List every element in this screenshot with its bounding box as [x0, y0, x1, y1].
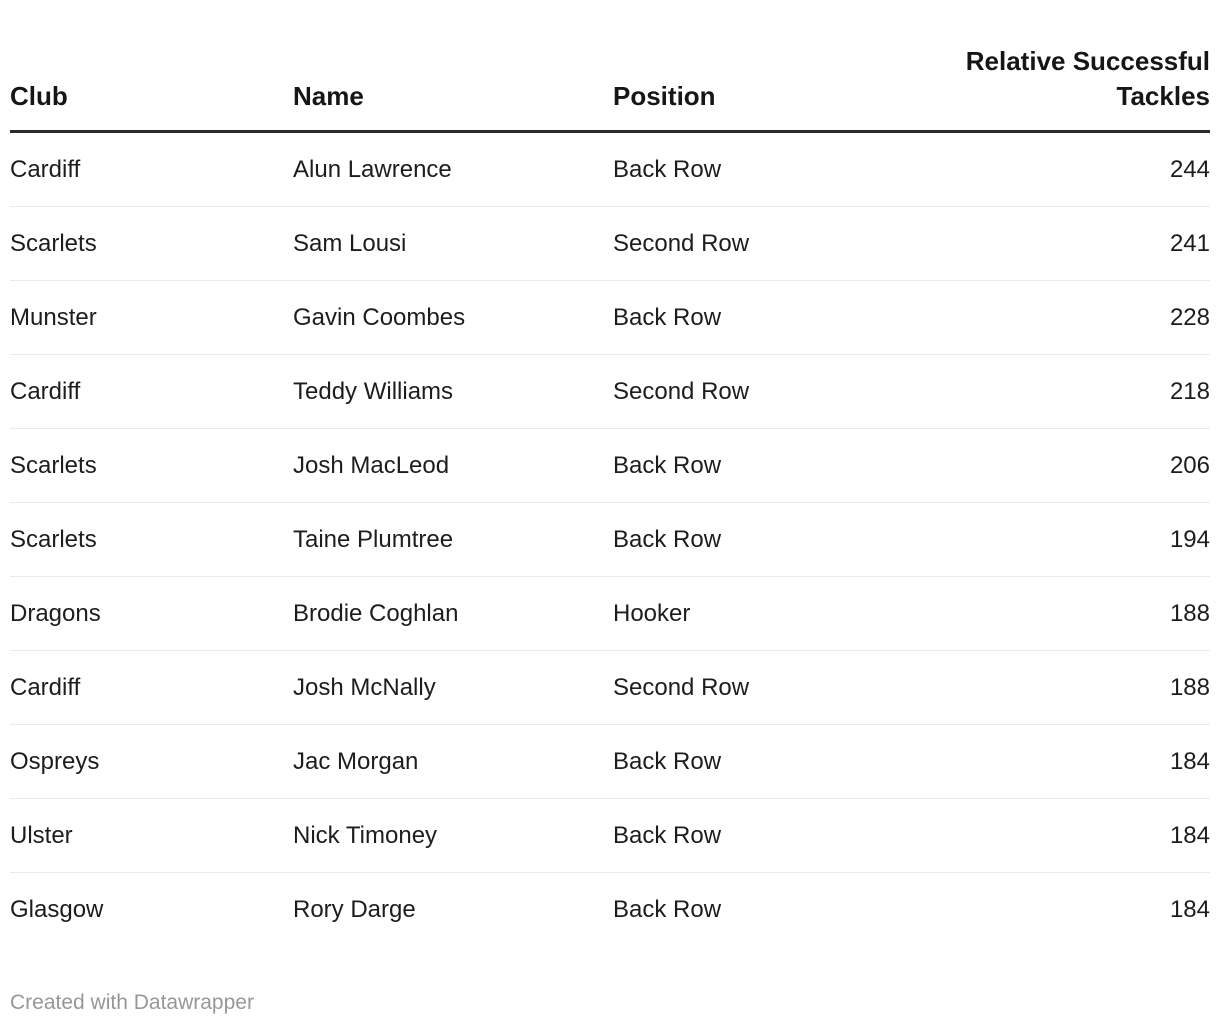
- cell-tackles: 218: [943, 354, 1210, 429]
- table-header: Club Name Position Relative Successful T…: [10, 44, 1210, 134]
- table-body: Cardiff Alun Lawrence Back Row 244 Scarlets S…: [10, 132, 1210, 947]
- column-header-name: Name: [293, 44, 613, 134]
- cell-tackles: 188: [943, 650, 1210, 725]
- cell-club: Scarlets: [10, 206, 293, 281]
- cell-tackles: 184: [943, 724, 1210, 799]
- table-row: Ospreys Jac Morgan Back Row 184: [10, 724, 1210, 799]
- table-row: Dragons Brodie Coghlan Hooker 188: [10, 576, 1210, 651]
- cell-club: Munster: [10, 280, 293, 355]
- cell-club: Glasgow: [10, 872, 293, 947]
- column-header-tackles: Relative Successful Tackles: [943, 44, 1210, 134]
- cell-name: Josh MacLeod: [293, 428, 613, 503]
- cell-position: Hooker: [613, 576, 943, 651]
- table-row: Scarlets Sam Lousi Second Row 241: [10, 206, 1210, 281]
- cell-position: Second Row: [613, 354, 943, 429]
- table-row: Cardiff Josh McNally Second Row 188: [10, 650, 1210, 725]
- cell-name: Jac Morgan: [293, 724, 613, 799]
- cell-tackles: 244: [1169, 155, 1210, 183]
- cell-name: Taine Plumtree: [293, 502, 613, 577]
- cell-club: Cardiff: [10, 155, 81, 183]
- cell-name: Alun Lawrence: [293, 155, 452, 183]
- table-row: Glasgow Rory Darge Back Row 184: [10, 872, 1210, 947]
- cell-name: Nick Timoney: [293, 798, 613, 873]
- cell-position: Back Row: [613, 502, 943, 577]
- cell-position: Second Row: [613, 206, 943, 281]
- cell-position: Back Row: [613, 724, 943, 799]
- cell-position: Back Row: [613, 155, 722, 183]
- cell-name: Teddy Williams: [293, 354, 613, 429]
- cell-tackles: 188: [943, 576, 1210, 651]
- cell-tackles: 228: [943, 280, 1210, 355]
- cell-name: Gavin Coombes: [293, 280, 613, 355]
- cell-club: Ospreys: [10, 724, 293, 799]
- cell-club: Scarlets: [10, 428, 293, 503]
- cell-name: Rory Darge: [293, 872, 613, 947]
- tackles-table: Club Name Position Relative Successful T…: [10, 44, 1210, 947]
- column-header-position: Position: [613, 44, 943, 134]
- cell-tackles: 184: [943, 872, 1210, 947]
- cell-position: Back Row: [613, 428, 943, 503]
- cell-position: Second Row: [613, 650, 943, 725]
- table-row: Cardiff Teddy Williams Second Row 218: [10, 354, 1210, 429]
- cell-club: Cardiff: [10, 354, 293, 429]
- cell-club: Cardiff: [10, 650, 293, 725]
- cell-club: Ulster: [10, 798, 293, 873]
- table-row: Cardiff Alun Lawrence Back Row 244: [10, 132, 1210, 207]
- header-row: Club Name Position Relative Successful T…: [10, 44, 1210, 134]
- cell-position: Back Row: [613, 280, 943, 355]
- cell-tackles: 184: [943, 798, 1210, 873]
- cell-position: Back Row: [613, 798, 943, 873]
- attribution-text: Created with Datawrapper: [10, 991, 254, 1015]
- cell-tackles: 206: [943, 428, 1210, 503]
- cell-tackles: 241: [943, 206, 1210, 281]
- cell-tackles: 194: [943, 502, 1210, 577]
- cell-position: Back Row: [613, 872, 943, 947]
- table-row: Ulster Nick Timoney Back Row 184: [10, 798, 1210, 873]
- cell-name: Josh McNally: [293, 650, 613, 725]
- table-row: Scarlets Josh MacLeod Back Row 206: [10, 428, 1210, 503]
- cell-club: Dragons: [10, 576, 293, 651]
- column-header-club: Club: [10, 44, 293, 134]
- table-row: Scarlets Taine Plumtree Back Row 194: [10, 502, 1210, 577]
- cell-name: Brodie Coghlan: [293, 576, 613, 651]
- table-row: Munster Gavin Coombes Back Row 228: [10, 280, 1210, 355]
- cell-name: Sam Lousi: [293, 206, 613, 281]
- cell-club: Scarlets: [10, 502, 293, 577]
